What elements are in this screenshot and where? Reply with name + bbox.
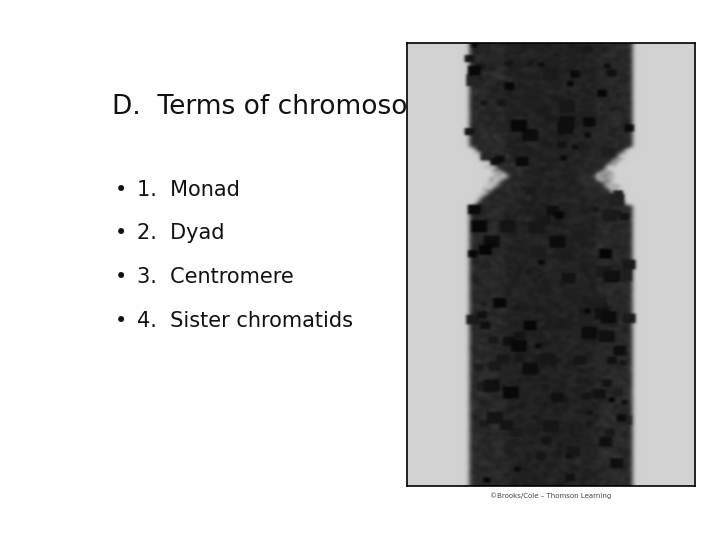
Text: •: • <box>115 179 127 200</box>
Text: 3.  Centromere: 3. Centromere <box>138 267 294 287</box>
Text: 4.  Sister chromatids: 4. Sister chromatids <box>138 310 354 330</box>
Text: •: • <box>115 267 127 287</box>
Text: ©Brooks/Cole – Thomson Learning: ©Brooks/Cole – Thomson Learning <box>490 492 611 500</box>
Text: D.  Terms of chromosome structure: D. Terms of chromosome structure <box>112 94 578 120</box>
Text: 1.  Monad: 1. Monad <box>138 179 240 200</box>
Text: •: • <box>115 310 127 330</box>
Text: •: • <box>115 223 127 243</box>
Text: 2.  Dyad: 2. Dyad <box>138 223 225 243</box>
